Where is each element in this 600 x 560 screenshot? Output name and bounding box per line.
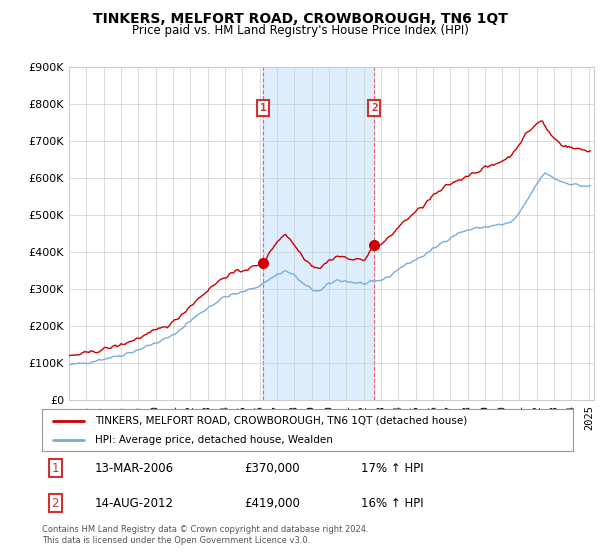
Text: 2: 2 <box>52 497 59 510</box>
Text: 1: 1 <box>260 103 266 113</box>
Text: TINKERS, MELFORT ROAD, CROWBOROUGH, TN6 1QT: TINKERS, MELFORT ROAD, CROWBOROUGH, TN6 … <box>92 12 508 26</box>
Bar <box>263 67 374 400</box>
Text: HPI: Average price, detached house, Wealden: HPI: Average price, detached house, Weal… <box>95 435 333 445</box>
Text: Contains HM Land Registry data © Crown copyright and database right 2024.
This d: Contains HM Land Registry data © Crown c… <box>42 525 368 545</box>
Text: Price paid vs. HM Land Registry's House Price Index (HPI): Price paid vs. HM Land Registry's House … <box>131 24 469 36</box>
Text: 2: 2 <box>371 103 377 113</box>
Text: £419,000: £419,000 <box>244 497 299 510</box>
Text: 17% ↑ HPI: 17% ↑ HPI <box>361 462 423 475</box>
Text: 16% ↑ HPI: 16% ↑ HPI <box>361 497 423 510</box>
Text: £370,000: £370,000 <box>244 462 299 475</box>
Text: 14-AUG-2012: 14-AUG-2012 <box>95 497 174 510</box>
Text: 13-MAR-2006: 13-MAR-2006 <box>95 462 174 475</box>
Text: TINKERS, MELFORT ROAD, CROWBOROUGH, TN6 1QT (detached house): TINKERS, MELFORT ROAD, CROWBOROUGH, TN6 … <box>95 416 467 426</box>
Text: 1: 1 <box>52 462 59 475</box>
